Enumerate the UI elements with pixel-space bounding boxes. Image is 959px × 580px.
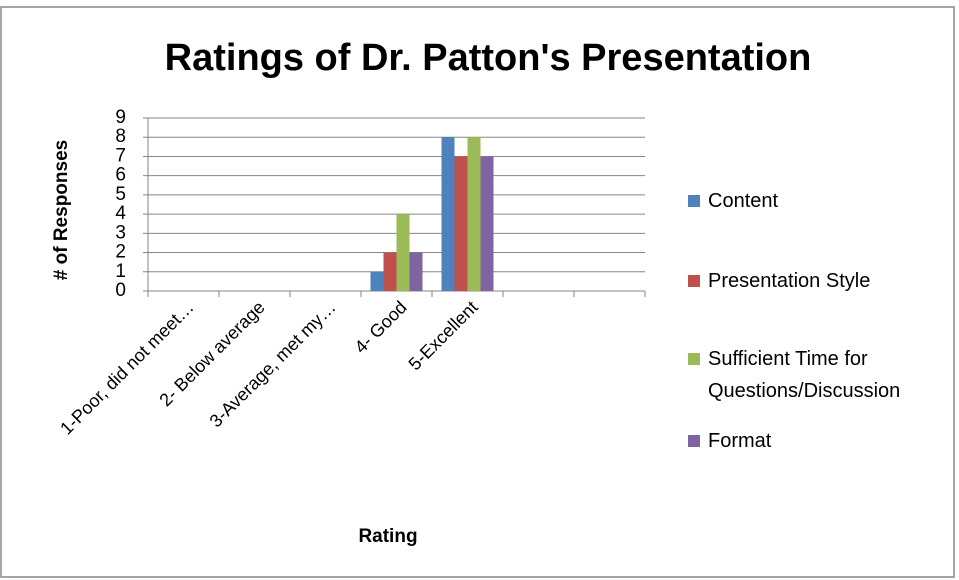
legend-swatch [688, 275, 700, 287]
legend-item: Format [688, 425, 948, 457]
legend-item: Content [688, 185, 948, 217]
bar [370, 271, 384, 291]
y-tick-label: 1 [115, 261, 126, 282]
legend-swatch [688, 195, 700, 207]
bar [480, 156, 494, 291]
legend: Content Presentation Style Sufficient Time… [688, 0, 953, 580]
y-tick-label: 6 [115, 165, 126, 186]
x-axis-label: Rating [358, 526, 417, 547]
legend-label: Sufficient Time for Questions/Discussion [708, 348, 901, 402]
y-tick-label: 0 [115, 280, 126, 301]
legend-label: Content [708, 190, 779, 212]
legend-label: Format [708, 430, 772, 452]
y-tick-label: 7 [115, 145, 126, 166]
bar [454, 156, 468, 291]
y-tick-label: 3 [115, 222, 126, 243]
legend-item: Sufficient Time for Questions/Discussion [688, 343, 948, 407]
chart-title: Ratings of Dr. Patton's Presentation [165, 37, 812, 79]
chart-border [0, 6, 955, 578]
legend-item: Presentation Style [688, 265, 948, 297]
bar [441, 137, 455, 291]
y-tick-label: 8 [115, 126, 126, 147]
y-tick-label: 9 [115, 107, 126, 128]
legend-swatch [688, 435, 700, 447]
legend-label: Presentation Style [708, 270, 871, 292]
bar [396, 214, 410, 291]
y-tick-label: 5 [115, 184, 126, 205]
y-axis-label: # of Responses [51, 140, 72, 280]
bar [409, 252, 423, 291]
bar [467, 137, 481, 291]
bar [383, 252, 397, 291]
y-tick-label: 4 [115, 203, 126, 224]
y-tick-label: 2 [115, 242, 126, 263]
legend-swatch [688, 353, 700, 365]
